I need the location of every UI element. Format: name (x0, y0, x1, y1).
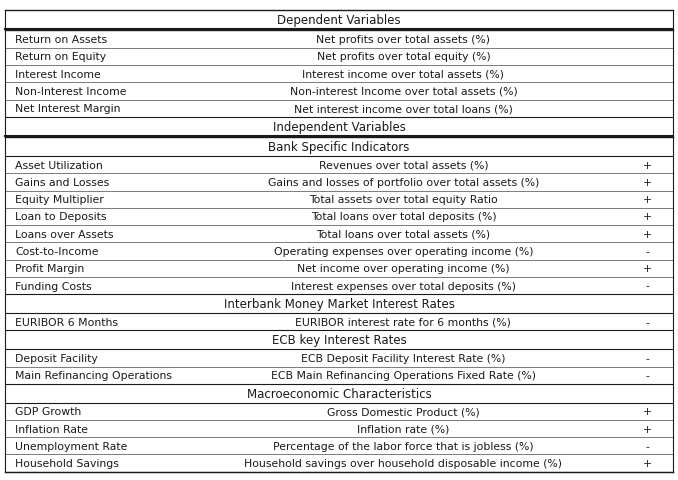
Text: -: - (645, 371, 650, 380)
Text: Interbank Money Market Interest Rates: Interbank Money Market Interest Rates (224, 298, 454, 311)
Text: Net interest income over total loans (%): Net interest income over total loans (%) (294, 104, 513, 114)
Text: Inflation rate (%): Inflation rate (%) (357, 424, 450, 433)
Text: Main Refinancing Operations: Main Refinancing Operations (15, 371, 172, 380)
Text: Gains and losses of portfolio over total assets (%): Gains and losses of portfolio over total… (268, 178, 539, 188)
Text: +: + (643, 160, 652, 170)
Text: GDP Growth: GDP Growth (15, 407, 81, 417)
Text: Inflation Rate: Inflation Rate (15, 424, 88, 433)
Text: Percentage of the labor force that is jobless (%): Percentage of the labor force that is jo… (273, 441, 534, 451)
Text: Total assets over total equity Ratio: Total assets over total equity Ratio (309, 195, 498, 205)
Text: ECB Deposit Facility Interest Rate (%): ECB Deposit Facility Interest Rate (%) (301, 353, 506, 363)
Text: EURIBOR interest rate for 6 months (%): EURIBOR interest rate for 6 months (%) (296, 317, 511, 327)
Text: Household Savings: Household Savings (15, 458, 119, 468)
Text: Bank Specific Indicators: Bank Specific Indicators (268, 141, 410, 154)
Text: +: + (643, 407, 652, 417)
Text: Macroeconomic Characteristics: Macroeconomic Characteristics (247, 387, 431, 400)
Text: Household savings over household disposable income (%): Household savings over household disposa… (244, 458, 563, 468)
Text: Loans over Assets: Loans over Assets (15, 229, 113, 239)
Text: +: + (643, 264, 652, 274)
Text: +: + (643, 458, 652, 468)
Text: Revenues over total assets (%): Revenues over total assets (%) (319, 160, 488, 170)
Text: Funding Costs: Funding Costs (15, 281, 92, 291)
Text: Asset Utilization: Asset Utilization (15, 160, 102, 170)
Text: -: - (645, 317, 650, 327)
Text: Unemployment Rate: Unemployment Rate (15, 441, 127, 451)
Text: Cost-to-Income: Cost-to-Income (15, 247, 98, 256)
Text: ECB key Interest Rates: ECB key Interest Rates (272, 334, 406, 347)
Text: +: + (643, 212, 652, 222)
Text: ECB Main Refinancing Operations Fixed Rate (%): ECB Main Refinancing Operations Fixed Ra… (271, 371, 536, 380)
Text: Profit Margin: Profit Margin (15, 264, 84, 274)
Text: Net income over operating income (%): Net income over operating income (%) (297, 264, 510, 274)
Text: +: + (643, 424, 652, 433)
Text: Gross Domestic Product (%): Gross Domestic Product (%) (327, 407, 480, 417)
Text: Operating expenses over operating income (%): Operating expenses over operating income… (274, 247, 533, 256)
Text: Net Interest Margin: Net Interest Margin (15, 104, 121, 114)
Text: Equity Multiplier: Equity Multiplier (15, 195, 104, 205)
Text: Interest expenses over total deposits (%): Interest expenses over total deposits (%… (291, 281, 516, 291)
Text: -: - (645, 281, 650, 291)
Text: Independent Variables: Independent Variables (273, 120, 405, 133)
Text: +: + (643, 229, 652, 239)
Text: +: + (643, 178, 652, 188)
Text: Interest Income: Interest Income (15, 70, 100, 80)
Text: +: + (643, 195, 652, 205)
Text: Net profits over total assets (%): Net profits over total assets (%) (317, 35, 490, 45)
Text: Net profits over total equity (%): Net profits over total equity (%) (317, 52, 490, 62)
Text: Gains and Losses: Gains and Losses (15, 178, 109, 188)
Text: Interest income over total assets (%): Interest income over total assets (%) (302, 70, 504, 80)
Text: Return on Equity: Return on Equity (15, 52, 106, 62)
Text: EURIBOR 6 Months: EURIBOR 6 Months (15, 317, 118, 327)
Text: Total loans over total assets (%): Total loans over total assets (%) (317, 229, 490, 239)
Text: Total loans over total deposits (%): Total loans over total deposits (%) (311, 212, 496, 222)
Text: -: - (645, 247, 650, 256)
Text: Loan to Deposits: Loan to Deposits (15, 212, 106, 222)
Text: -: - (645, 441, 650, 451)
Text: Return on Assets: Return on Assets (15, 35, 107, 45)
Text: Deposit Facility: Deposit Facility (15, 353, 98, 363)
Text: Dependent Variables: Dependent Variables (277, 14, 401, 27)
Text: Non-Interest Income: Non-Interest Income (15, 87, 126, 96)
Text: -: - (645, 353, 650, 363)
Text: Non-interest Income over total assets (%): Non-interest Income over total assets (%… (290, 87, 517, 96)
